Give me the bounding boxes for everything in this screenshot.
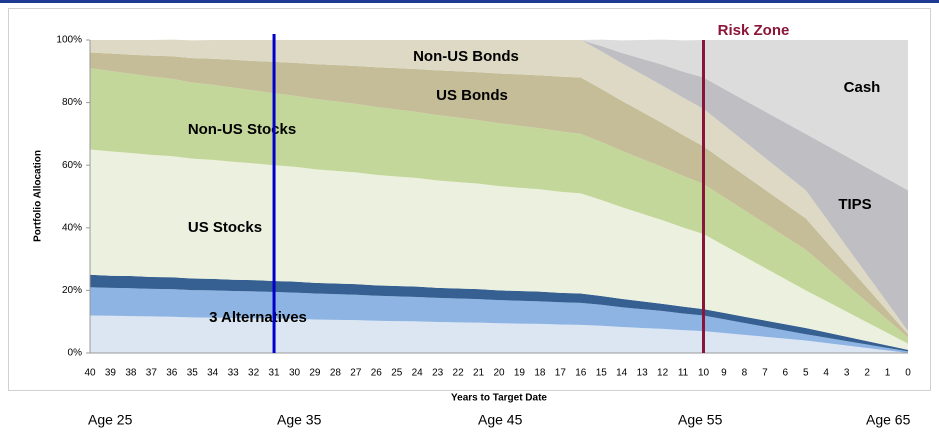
y-tick-label: 40% [62,222,82,233]
x-tick-label: 26 [371,368,383,379]
age-label: Age 55 [678,412,723,428]
x-tick-label: 19 [514,368,526,379]
x-tick-label: 13 [637,368,649,379]
area-label: US Stocks [188,219,262,236]
y-axis-label: Portfolio Allocation [33,150,44,242]
x-tick-label: 18 [534,368,546,379]
x-tick-label: 40 [84,368,96,379]
area [90,287,908,353]
marker-label: Risk Zone [718,22,790,39]
age-label: Age 25 [88,412,133,428]
x-tick-label: 33 [228,368,240,379]
x-tick-label: 2 [864,368,870,379]
x-tick-label: 10 [698,368,710,379]
x-axis-label: Years to Target Date [451,393,547,404]
x-tick-label: 9 [721,368,727,379]
x-tick-label: 0 [905,368,911,379]
x-tick-label: 37 [146,368,158,379]
x-tick-label: 11 [678,368,689,379]
x-tick-label: 21 [473,368,485,379]
y-tick-label: 100% [56,35,82,46]
x-tick-label: 39 [105,368,117,379]
x-tick-label: 16 [575,368,587,379]
area-label: TIPS [838,196,871,213]
x-tick-label: 6 [783,368,789,379]
x-tick-label: 28 [330,368,342,379]
annotation: 3 Alternatives [209,309,307,326]
x-tick-label: 34 [207,368,219,379]
age-label: Age 45 [478,412,523,428]
x-tick-label: 12 [657,368,669,379]
area [90,274,908,352]
y-tick-label: 0% [68,348,83,359]
x-tick-label: 30 [289,368,301,379]
area-label: US Bonds [436,87,508,104]
x-tick-label: 25 [391,368,403,379]
area-label: Non-US Bonds [413,48,519,65]
x-tick-label: 36 [166,368,178,379]
y-tick-label: 60% [62,160,82,171]
x-tick-label: 31 [268,368,280,379]
area [90,68,908,344]
age-label: Age 65 [866,412,911,428]
age-label: Age 35 [277,412,322,428]
x-tick-label: 24 [412,368,424,379]
x-tick-label: 4 [823,368,829,379]
top-rule [0,0,939,3]
x-tick-label: 1 [885,368,891,379]
x-tick-label: 15 [596,368,608,379]
x-tick-label: 38 [125,368,137,379]
x-tick-label: 27 [350,368,362,379]
x-tick-label: 35 [187,368,199,379]
x-tick-label: 32 [248,368,260,379]
area [90,52,908,338]
x-tick-label: 5 [803,368,809,379]
x-tick-label: 22 [453,368,465,379]
chart-frame [8,8,931,391]
x-tick-label: 3 [844,368,850,379]
x-tick-label: 14 [616,368,628,379]
area-label: Cash [844,79,881,96]
x-tick-label: 29 [309,368,321,379]
x-tick-label: 8 [742,368,748,379]
x-tick-label: 7 [762,368,768,379]
x-tick-label: 20 [493,368,505,379]
x-tick-label: 17 [555,368,567,379]
y-tick-label: 80% [62,97,82,108]
y-tick-label: 20% [62,285,82,296]
x-tick-label: 23 [432,368,444,379]
area-label: Non-US Stocks [188,121,296,138]
